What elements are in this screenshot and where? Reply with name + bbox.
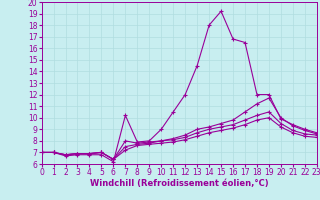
X-axis label: Windchill (Refroidissement éolien,°C): Windchill (Refroidissement éolien,°C): [90, 179, 268, 188]
